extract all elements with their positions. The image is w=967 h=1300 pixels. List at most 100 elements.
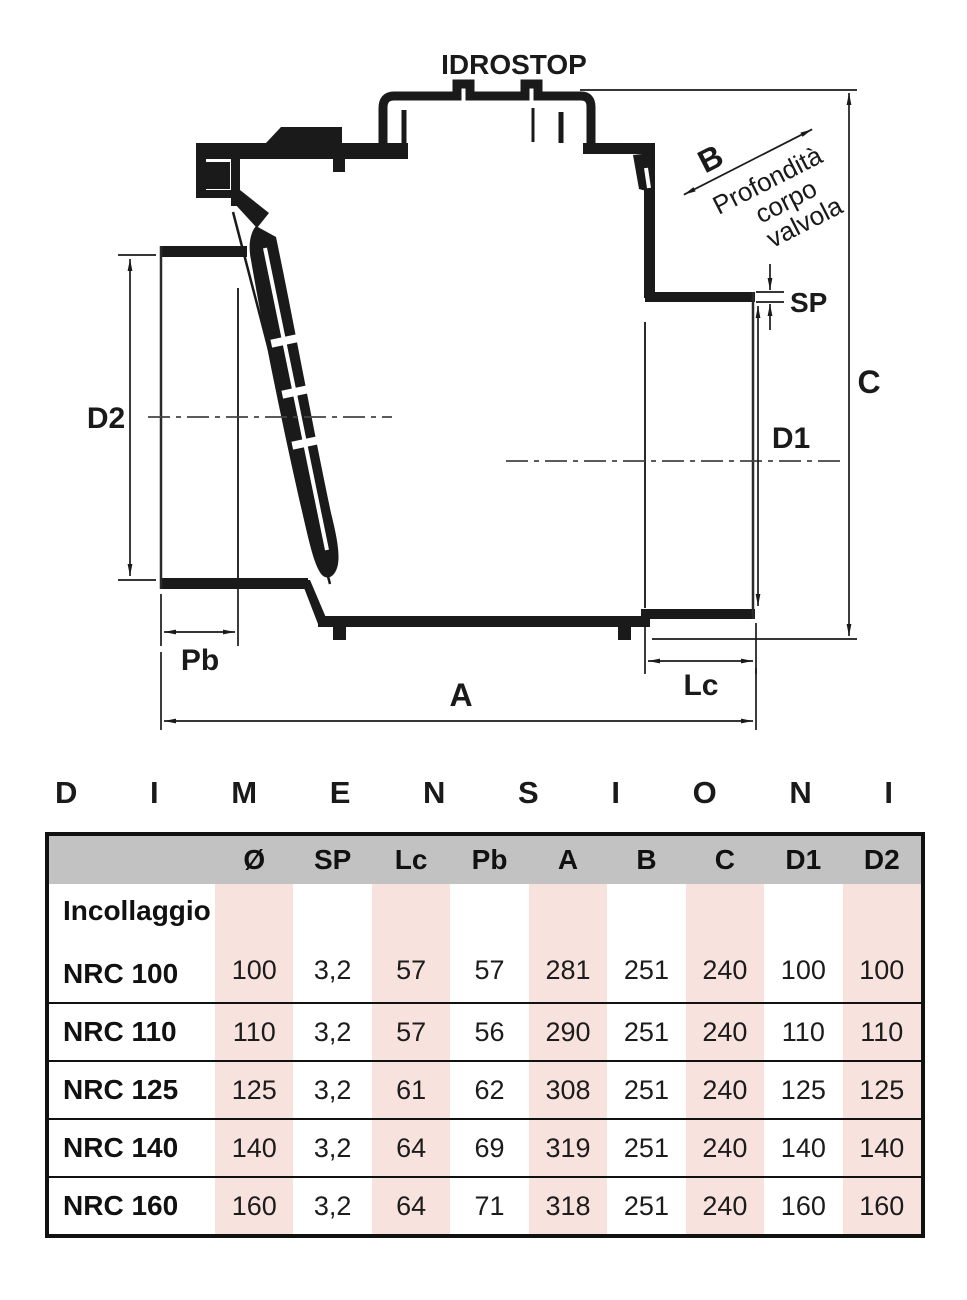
table-cell: 251: [623, 1190, 669, 1221]
table-row: NRC 125 125 3,2 61 62 308 251 240 125 12…: [49, 1060, 921, 1118]
table-cell: 100: [215, 884, 294, 1002]
table-cell: 125: [842, 1062, 921, 1118]
table-cell: 240: [685, 1120, 765, 1176]
dim-label-d1: D1: [772, 422, 810, 455]
table-cell: 71: [474, 1190, 505, 1221]
bore-lines: [159, 246, 755, 619]
table-row: NRC 110 110 3,2 57 56 290 251 240 110 11…: [49, 1002, 921, 1060]
table-cell: 318: [528, 1178, 608, 1234]
heading-letter: M: [231, 775, 258, 810]
valve-technical-drawing: IDROSTOP: [87, 49, 881, 730]
table-cell: 160: [842, 1178, 921, 1234]
table-cell: 3,2: [313, 955, 352, 985]
column-header-b: B: [636, 844, 657, 875]
table-cell: 319: [528, 1120, 608, 1176]
column-header-d1: D1: [785, 844, 822, 875]
table-cell: 57: [371, 1004, 451, 1060]
table-cell: 62: [474, 1074, 505, 1105]
table-cell: 160: [780, 1190, 826, 1221]
heading-letter: D: [55, 775, 78, 810]
table-cell: 251: [623, 955, 669, 985]
table-cell: 69: [474, 1132, 505, 1163]
heading-letter: O: [692, 775, 717, 810]
table-cell: 125: [780, 1074, 826, 1105]
row-label-cell: Incollaggio NRC 100: [49, 884, 215, 1002]
heading-letter: E: [329, 775, 351, 810]
table-cell: 240: [685, 1004, 765, 1060]
dimension-lc: Lc: [644, 623, 757, 702]
heading-letter: I: [611, 775, 620, 810]
dim-label-lc: Lc: [683, 669, 718, 702]
table-cell: 100: [780, 955, 826, 985]
dimension-sp: SP: [756, 264, 827, 330]
cap-outline: [378, 79, 596, 150]
table-cell: 3,2: [313, 1016, 352, 1047]
dimension-pb: Pb: [160, 584, 239, 677]
table-cell: 57: [474, 955, 505, 985]
header-empty-cell: [49, 836, 215, 884]
table-cell: 140: [215, 1120, 294, 1176]
column-header-lc: Lc: [394, 844, 428, 875]
column-header-d2: D2: [863, 844, 900, 875]
table-cell: 3,2: [313, 1190, 352, 1221]
table-cell: 110: [842, 1004, 921, 1060]
dimension-a: A: [160, 652, 757, 730]
dim-label-d2: D2: [87, 402, 125, 435]
table-cell: 251: [623, 1016, 669, 1047]
table-cell: 290: [528, 1004, 608, 1060]
column-header-diameter: Ø: [243, 844, 266, 875]
table-cell: 140: [780, 1132, 826, 1163]
table-cell: 140: [842, 1120, 921, 1176]
table-cell: 61: [371, 1062, 451, 1118]
valve-flap: [231, 167, 651, 585]
column-header-sp: SP: [313, 844, 352, 875]
table-cell: 64: [371, 1120, 451, 1176]
dim-label-b: B: [692, 137, 729, 180]
table-cell: 251: [623, 1074, 669, 1105]
column-header-c: C: [714, 844, 735, 875]
row-label: NRC 100: [63, 958, 179, 990]
table-cell: 125: [215, 1062, 294, 1118]
dimensions-table: Ø SP Lc Pb A B C D1 D2 Incollaggio NRC 1…: [45, 832, 925, 1238]
dim-label-a: A: [449, 677, 472, 713]
drawing-title: IDROSTOP: [441, 49, 587, 80]
table-row: NRC 160 160 3,2 64 71 318 251 240 160 16…: [49, 1176, 921, 1234]
table-cell: 100: [842, 884, 921, 1002]
table-cell: 308: [528, 1062, 608, 1118]
table-cell: 3,2: [313, 1074, 352, 1105]
row-label: NRC 125: [63, 1074, 179, 1105]
row-label: NRC 110: [63, 1016, 177, 1047]
heading-letter: I: [150, 775, 159, 810]
table-cell: 240: [685, 884, 765, 1002]
dim-label-c: C: [857, 364, 880, 400]
valve-body: [160, 127, 755, 640]
table-cell: 3,2: [313, 1132, 352, 1163]
heading-letter: N: [423, 775, 446, 810]
table-cell: 110: [781, 1016, 825, 1047]
dim-label-pb: Pb: [181, 644, 219, 677]
heading-letter: S: [518, 775, 539, 810]
table-cell: 110: [215, 1004, 294, 1060]
table-cell: 57: [371, 884, 451, 1002]
dimension-b: B Profondità corpo valvola: [683, 128, 848, 254]
table-cell: 64: [371, 1178, 451, 1234]
table-cell: 160: [215, 1178, 294, 1234]
centerlines: [148, 416, 845, 462]
table-cell: 240: [685, 1178, 765, 1234]
table-cell: 56: [474, 1016, 505, 1047]
table-cell: 281: [528, 884, 608, 1002]
heading-letter: N: [789, 775, 812, 810]
table-header-row: Ø SP Lc Pb A B C D1 D2: [49, 836, 921, 884]
dimension-d1: D1: [755, 306, 810, 606]
column-header-a: A: [557, 844, 579, 875]
table-cell: 251: [623, 1132, 669, 1163]
dimension-d2: D2: [87, 254, 156, 581]
row-label: NRC 160: [63, 1190, 179, 1221]
heading-letter: I: [884, 775, 893, 810]
dimension-c: C: [580, 89, 881, 640]
row-label: NRC 140: [63, 1132, 179, 1163]
table-cell: 240: [685, 1062, 765, 1118]
table-row: NRC 140 140 3,2 64 69 319 251 240 140 14…: [49, 1118, 921, 1176]
